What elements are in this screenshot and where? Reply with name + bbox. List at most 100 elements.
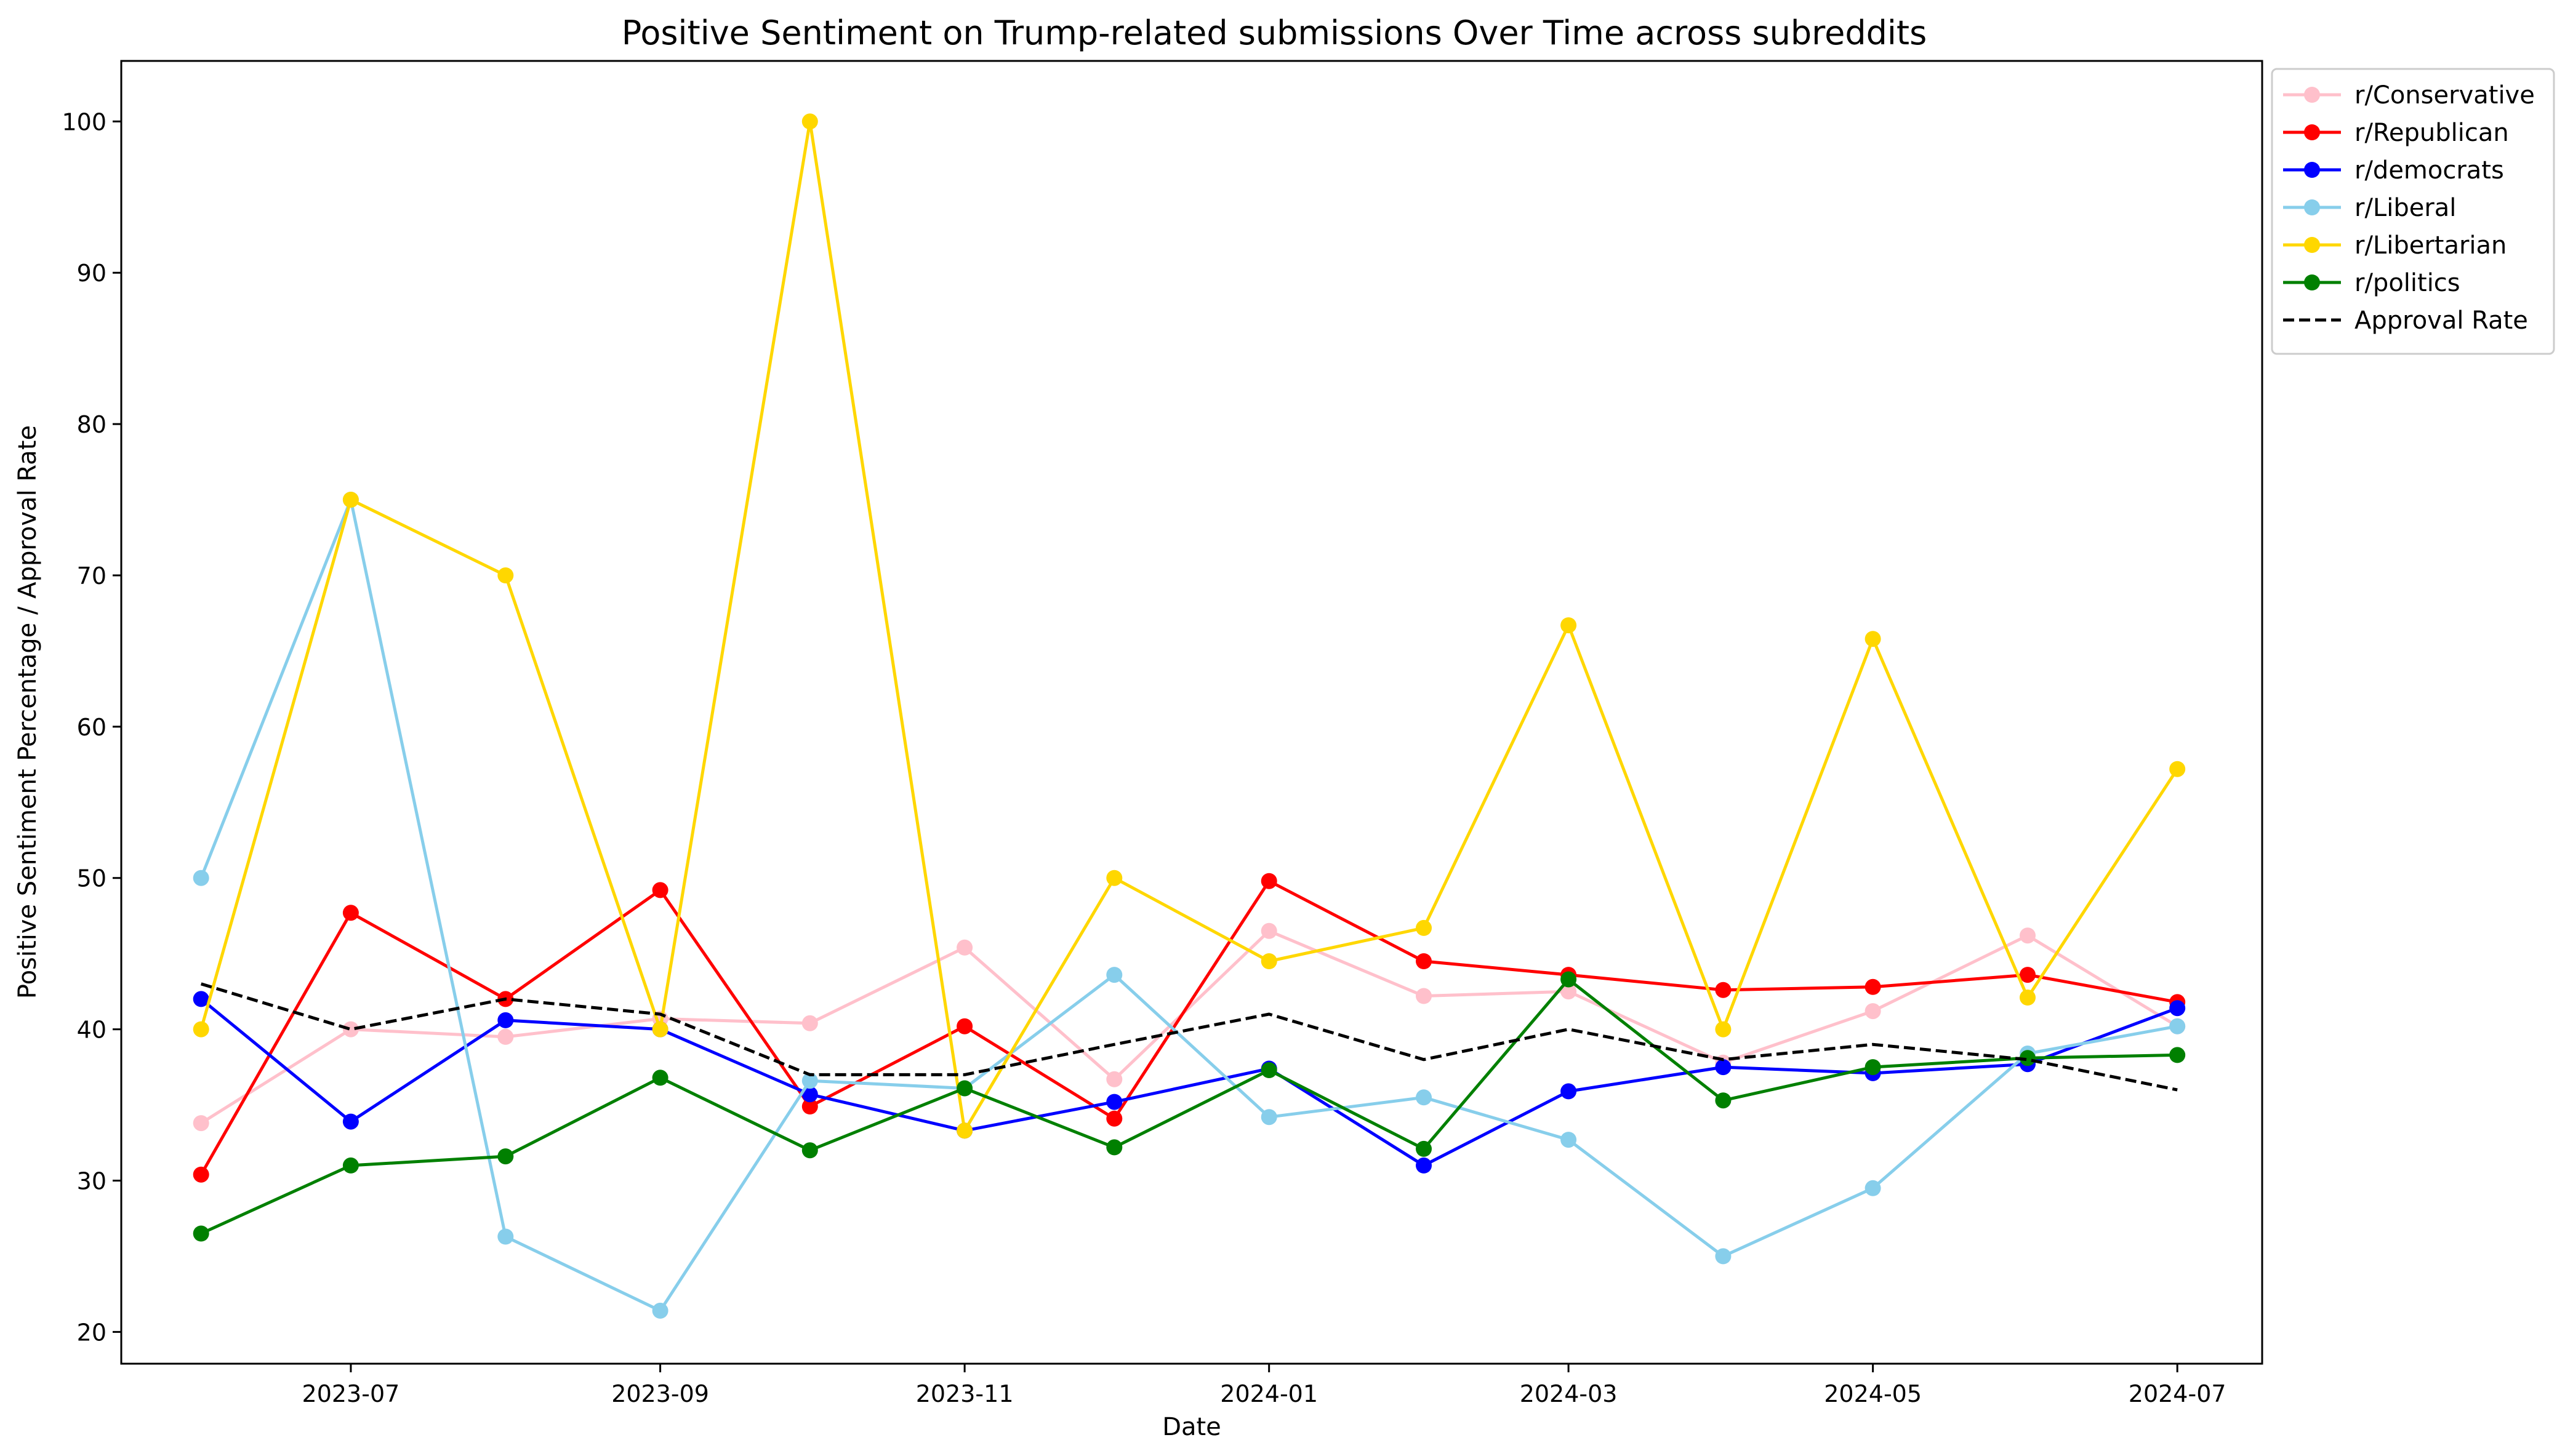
data-point-r-republican <box>1715 982 1732 998</box>
data-point-r-republican <box>801 1098 818 1114</box>
data-point-r-libertarian <box>1715 1021 1732 1038</box>
data-point-r-republican <box>652 882 668 898</box>
data-point-r-politics <box>1106 1139 1123 1156</box>
x-tick-label: 2024-03 <box>1520 1380 1618 1407</box>
data-point-r-politics <box>1715 1092 1732 1109</box>
data-point-r-democrats <box>801 1086 818 1103</box>
x-tick-label: 2023-11 <box>916 1380 1014 1407</box>
data-point-r-libertarian <box>497 567 514 583</box>
data-point-r-democrats <box>1106 1094 1123 1110</box>
data-point-r-conservative <box>342 1021 359 1038</box>
data-point-r-libertarian <box>342 492 359 508</box>
data-point-r-liberal <box>1106 967 1123 983</box>
legend-box <box>2271 68 2555 355</box>
data-point-r-conservative <box>2020 927 2036 944</box>
x-tick-label: 2024-01 <box>1220 1380 1318 1407</box>
data-point-r-libertarian <box>1261 953 1277 969</box>
y-tick-label: 80 <box>77 411 106 438</box>
data-point-r-democrats <box>497 1012 514 1028</box>
legend-marker-r-politics <box>2304 274 2320 290</box>
data-point-r-democrats <box>193 991 209 1007</box>
series-line-r-liberal <box>199 498 2178 1313</box>
data-point-r-liberal <box>1261 1109 1277 1126</box>
data-point-r-libertarian <box>1865 631 1881 647</box>
legend-label-r-democrats: r/democrats <box>2354 156 2504 185</box>
data-point-r-republican <box>957 1018 973 1034</box>
x-tick-label: 2023-09 <box>611 1380 709 1407</box>
chart-title: Positive Sentiment on Trump-related subm… <box>622 14 1927 52</box>
data-point-r-libertarian <box>2169 761 2186 777</box>
data-point-r-politics <box>801 1142 818 1159</box>
data-point-r-republican <box>1106 1110 1123 1127</box>
series-line-r-conservative <box>200 929 2178 1125</box>
y-tick-label: 60 <box>77 714 106 741</box>
data-point-r-conservative <box>1261 922 1277 939</box>
legend-label-r-libertarian: r/Libertarian <box>2354 231 2507 260</box>
legend-marker-r-libertarian <box>2304 237 2320 253</box>
data-point-r-politics <box>1560 971 1577 988</box>
data-point-r-liberal <box>801 1073 818 1089</box>
series-line-approval-rate <box>200 982 2178 1092</box>
data-point-r-liberal <box>193 870 209 886</box>
data-point-r-conservative <box>1416 988 1432 1004</box>
series-line-r-politics <box>200 978 2178 1235</box>
data-point-r-democrats <box>1416 1157 1432 1174</box>
data-point-r-conservative <box>497 1028 514 1045</box>
data-point-r-politics <box>497 1148 514 1165</box>
data-point-r-politics <box>2020 1050 2036 1066</box>
data-point-r-libertarian <box>652 1021 668 1038</box>
data-point-r-politics <box>193 1225 209 1242</box>
data-point-r-conservative <box>801 1015 818 1031</box>
x-tick-label: 2024-05 <box>1824 1380 1922 1407</box>
data-point-r-republican <box>1416 953 1432 969</box>
data-point-r-republican <box>2020 967 2036 983</box>
data-point-r-republican <box>1261 873 1277 889</box>
series-line-r-libertarian <box>199 119 2179 1132</box>
legend-label-r-conservative: r/Conservative <box>2354 81 2535 110</box>
plot-area <box>193 113 2186 1319</box>
y-tick-label: 90 <box>77 260 106 287</box>
data-point-r-democrats <box>1715 1059 1732 1076</box>
data-point-r-conservative <box>193 1115 209 1132</box>
legend-marker-r-liberal <box>2304 199 2320 215</box>
data-point-r-politics <box>1416 1140 1432 1157</box>
legend-label-r-liberal: r/Liberal <box>2354 194 2456 222</box>
data-point-r-republican <box>193 1166 209 1183</box>
data-point-r-libertarian <box>1106 870 1123 886</box>
y-tick-label: 30 <box>77 1167 106 1194</box>
legend-label-r-republican: r/Republican <box>2354 119 2509 147</box>
data-point-r-liberal <box>497 1228 514 1245</box>
y-tick-label: 50 <box>77 865 106 892</box>
data-point-r-democrats <box>342 1113 359 1130</box>
legend-marker-r-democrats <box>2304 162 2320 178</box>
y-tick-label: 20 <box>77 1319 106 1346</box>
x-tick-label: 2024-07 <box>2129 1380 2226 1407</box>
data-point-r-liberal <box>2169 1018 2186 1034</box>
y-axis-label: Positive Sentiment Percentage / Approval… <box>14 425 42 999</box>
data-point-r-republican <box>1865 978 1881 995</box>
legend-marker-r-conservative <box>2304 87 2320 103</box>
y-tick-label: 100 <box>62 108 106 135</box>
data-point-r-democrats <box>1560 1083 1577 1100</box>
data-point-r-libertarian <box>957 1122 973 1139</box>
data-point-r-politics <box>957 1080 973 1097</box>
data-point-r-conservative <box>1865 1003 1881 1020</box>
data-point-r-politics <box>2169 1047 2186 1063</box>
data-point-r-conservative <box>1560 983 1577 1000</box>
legend: r/Conservative r/Republican r/democrats r/L… <box>2271 68 2555 355</box>
y-tick-label: 70 <box>77 562 106 590</box>
legend-label-r-politics: r/politics <box>2354 269 2460 297</box>
data-point-r-democrats <box>2169 1000 2186 1017</box>
data-point-r-libertarian <box>193 1021 209 1038</box>
data-point-r-libertarian <box>1416 919 1432 936</box>
data-point-r-politics <box>1865 1059 1881 1076</box>
series-line-r-republican <box>199 879 2178 1175</box>
plot-frame <box>120 60 2263 1365</box>
data-point-r-republican <box>342 905 359 921</box>
y-tick-label: 40 <box>77 1017 106 1044</box>
x-axis-label: Date <box>1162 1413 1221 1441</box>
data-point-r-politics <box>1261 1062 1277 1078</box>
legend-marker-r-republican <box>2304 124 2320 140</box>
